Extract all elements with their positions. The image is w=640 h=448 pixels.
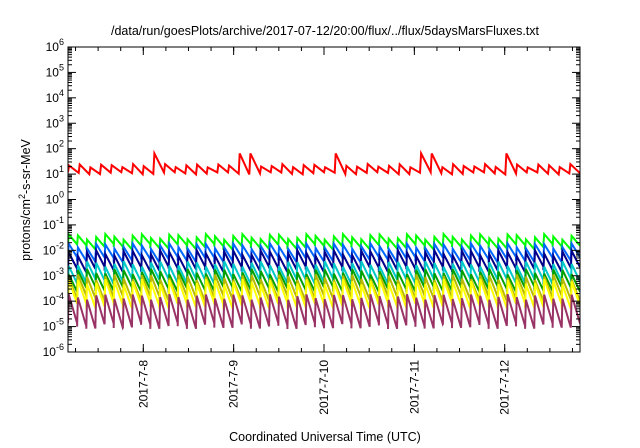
y-tick-label: 10-3	[43, 266, 64, 283]
chart-title: /data/run/goesPlots/archive/2017-07-12/2…	[111, 24, 540, 38]
y-axis: 106 105 104 103 102 101 100 10-1 10-2 10-3 10-4 10-…	[43, 37, 580, 359]
y-axis-label: protons/cm2-s-sr-MeV	[17, 138, 33, 260]
y-tick-label: 104	[46, 88, 64, 105]
flux-series-0	[68, 149, 580, 178]
series-layer	[68, 149, 580, 331]
y-tick-label: 103	[46, 113, 64, 130]
x-axis-label: Coordinated Universal Time (UTC)	[229, 430, 421, 444]
y-tick-label: 10-4	[43, 291, 64, 308]
y-tick-label: 10-6	[43, 342, 64, 359]
y-tick-label: 10-1	[43, 215, 64, 232]
x-tick-label: 2017-7-11	[407, 360, 421, 414]
x-tick-label: 2017-7-9	[227, 360, 241, 408]
x-tick-label: 2017-7-10	[317, 360, 331, 415]
y-tick-label: 101	[46, 164, 64, 181]
y-tick-label: 102	[46, 139, 64, 156]
y-tick-label: 100	[46, 190, 64, 207]
x-tick-label: 2017-7-8	[136, 360, 150, 408]
y-tick-label: 105	[46, 62, 64, 79]
y-tick-label: 106	[46, 37, 64, 54]
flux-series-8	[68, 293, 580, 331]
x-axis: 2017-7-8 2017-7-9 2017-7-10 2017-7-11 2017-7…	[75, 47, 573, 415]
x-tick-label: 2017-7-12	[498, 360, 512, 415]
y-tick-label: 10-5	[43, 317, 64, 334]
y-tick-label: 10-2	[43, 240, 64, 257]
